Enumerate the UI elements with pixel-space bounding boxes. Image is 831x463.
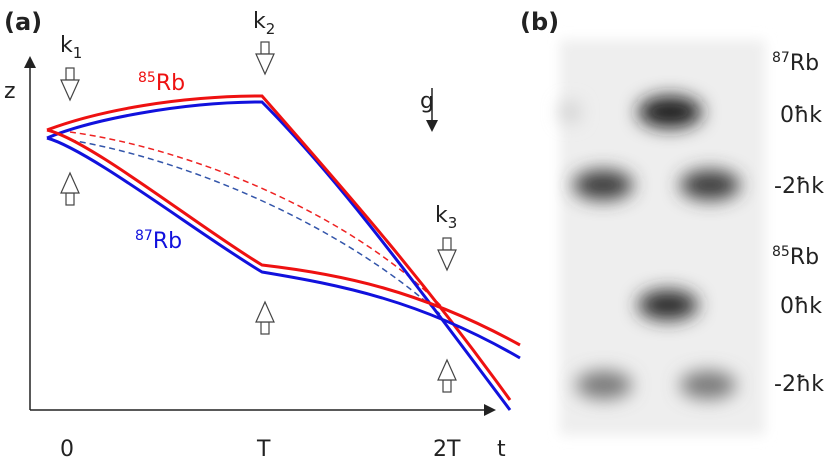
trajectory: [46, 100, 512, 411]
pulse-label: k3: [435, 203, 457, 232]
momentum-label: -2ħk: [774, 372, 824, 397]
momentum-label: 0ħk: [780, 294, 822, 319]
tick-label: T: [256, 437, 271, 462]
tick-label: 2T: [433, 437, 461, 462]
pulse-arrow: [255, 301, 275, 335]
pulse-arrow: [437, 237, 457, 271]
species-label: 85Rb: [138, 70, 185, 96]
pulse-arrow: [60, 67, 80, 101]
pulse-arrow: [437, 359, 457, 393]
atom-clouds: [560, 96, 740, 399]
trajectory: [46, 136, 521, 360]
axis-label: z: [4, 79, 16, 104]
trajectory: [46, 128, 521, 347]
gravity-label: g: [420, 89, 434, 114]
panel-label: (b): [520, 8, 559, 36]
panel-label: (a): [4, 8, 42, 36]
trajectory: [69, 131, 446, 311]
isotope-label: 87Rb: [772, 50, 819, 76]
pulse-label: k2: [253, 9, 275, 38]
pulse-arrow: [60, 172, 80, 206]
momentum-label: -2ħk: [774, 174, 824, 199]
pulse-arrow: [255, 41, 275, 75]
isotope-label: 85Rb: [772, 244, 819, 270]
trajectory: [46, 94, 512, 401]
trajectory: [69, 139, 441, 315]
species-label: 87Rb: [135, 228, 182, 254]
pulse-label: k1: [60, 33, 82, 62]
momentum-label: 0ħk: [780, 103, 822, 128]
tick-label: 0: [60, 437, 74, 462]
axis-label: t: [497, 437, 506, 462]
